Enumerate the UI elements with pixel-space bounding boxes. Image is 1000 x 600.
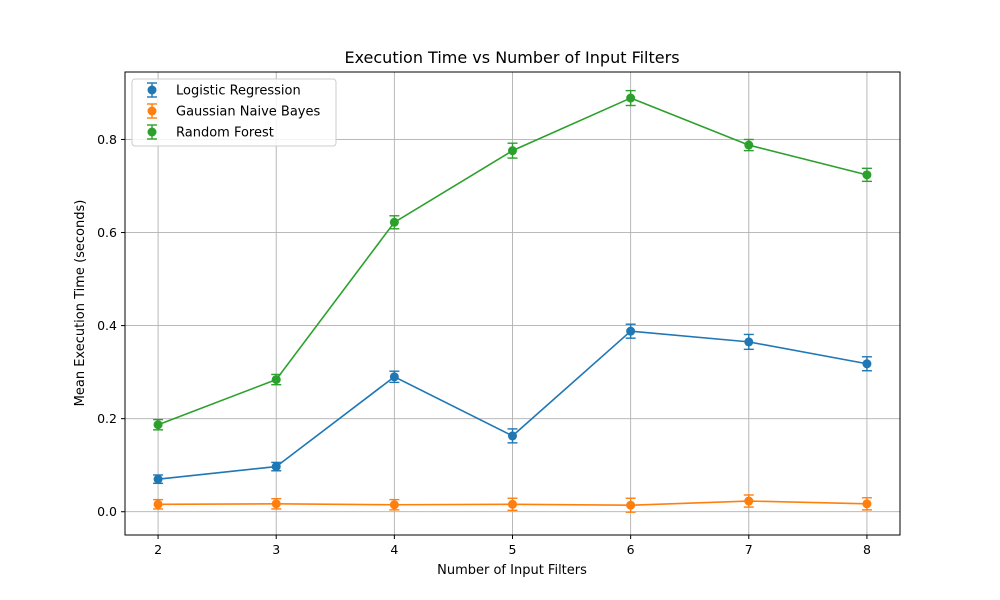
x-tick-label: 6 [627,542,635,557]
data-point [862,499,872,509]
data-point [389,372,399,382]
data-point [508,146,517,156]
data-point [744,337,754,347]
data-point [626,326,636,336]
data-point [153,420,163,430]
x-tick-label: 2 [154,542,162,557]
data-point [389,500,399,510]
y-tick-label: 0.8 [97,132,117,147]
data-point [153,474,163,484]
x-tick-label: 8 [863,542,871,557]
x-axis-label: Number of Input Filters [437,563,587,578]
data-point [744,496,754,506]
legend-box [131,78,337,147]
legend-label: Gaussian Naive Bayes [176,105,320,120]
data-point [271,499,281,509]
legend: Logistic Regression Gaussian Naive Bayes R… [131,78,337,147]
data-point [389,217,399,227]
legend-marker [147,127,157,137]
x-axis-ticks: 2 3 4 5 6 7 8 [154,535,871,557]
data-point [626,500,636,510]
y-tick-label: 0.2 [97,411,117,426]
data-point [862,359,872,369]
y-tick-label: 0.4 [97,318,117,333]
y-tick-label: 0.0 [97,504,117,519]
data-point [744,140,754,150]
plot-series [153,89,872,513]
y-axis-label: Mean Execution Time (seconds) [73,200,88,407]
x-tick-label: 3 [272,542,280,557]
data-point [271,462,281,472]
series-random-forest [153,89,872,431]
legend-marker [147,106,157,116]
x-tick-label: 5 [509,542,517,557]
data-point [508,499,517,509]
x-tick-label: 7 [745,542,753,557]
data-point [271,375,281,385]
series-gaussian-naive-bayes [153,494,872,513]
legend-item: Random Forest [147,124,274,141]
series-logistic-regression [153,323,872,485]
legend-marker [147,85,157,95]
legend-label: Random Forest [176,126,274,141]
data-point [508,431,517,441]
x-tick-label: 4 [390,542,398,557]
data-point [153,499,163,509]
legend-item: Gaussian Naive Bayes [147,103,320,120]
y-axis-ticks: 0.0 0.2 0.4 0.6 0.8 [97,132,125,519]
chart-title: Execution Time vs Number of Input Filter… [344,48,679,67]
legend-item: Logistic Regression [147,82,301,99]
legend-label: Logistic Regression [176,84,301,99]
data-point [862,170,872,180]
data-point [626,93,636,103]
y-tick-label: 0.6 [97,225,117,240]
